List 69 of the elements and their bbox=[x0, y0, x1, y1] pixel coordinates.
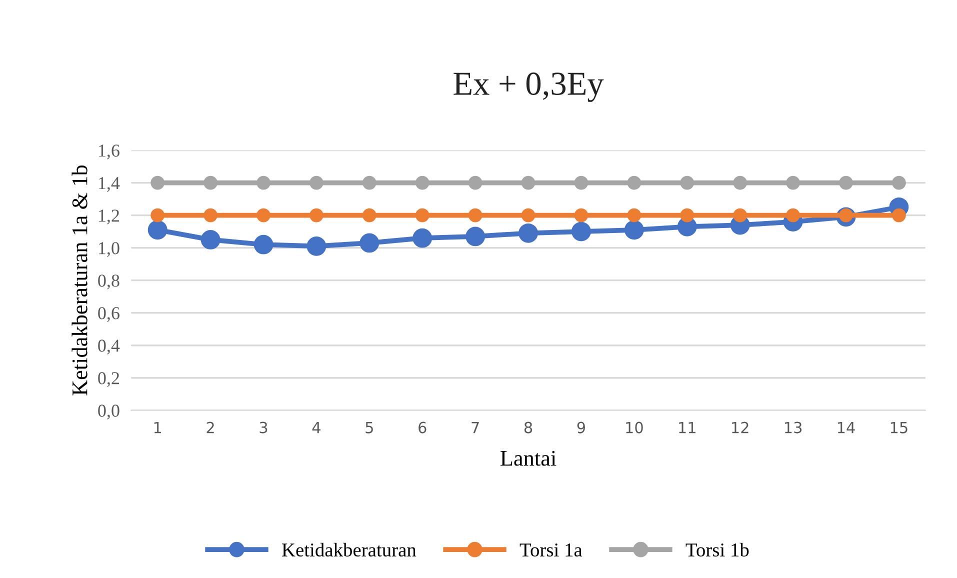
point bbox=[892, 176, 906, 190]
point bbox=[150, 176, 165, 190]
x-tick-label: 1 bbox=[154, 422, 162, 434]
point bbox=[521, 208, 536, 222]
point bbox=[680, 176, 694, 190]
point bbox=[574, 176, 588, 190]
point bbox=[786, 208, 800, 222]
point bbox=[415, 176, 430, 190]
point bbox=[150, 208, 165, 222]
x-tick-label: 10 bbox=[626, 422, 643, 434]
point bbox=[468, 208, 482, 222]
point bbox=[733, 176, 748, 190]
point bbox=[310, 208, 324, 222]
point bbox=[204, 208, 218, 222]
point bbox=[574, 208, 588, 222]
point bbox=[256, 208, 270, 222]
y-tick-label: 0,2 bbox=[98, 372, 119, 387]
legend-label: Torsi 1a bbox=[520, 543, 582, 557]
point bbox=[518, 223, 538, 243]
point bbox=[310, 176, 324, 190]
point bbox=[200, 230, 220, 250]
x-tick-label: 9 bbox=[577, 422, 586, 434]
point bbox=[204, 176, 218, 190]
point bbox=[786, 176, 800, 190]
y-tick-label: 1,4 bbox=[99, 177, 120, 192]
point bbox=[627, 208, 642, 222]
x-tick-label: 3 bbox=[260, 422, 268, 434]
x-tick-label: 2 bbox=[206, 422, 214, 434]
y-tick-label: 0,8 bbox=[98, 274, 120, 290]
point bbox=[256, 176, 270, 190]
x-tick-label: 5 bbox=[366, 422, 373, 434]
x-tick-label: 15 bbox=[890, 422, 908, 434]
y-tick-label: 1,2 bbox=[99, 210, 119, 224]
point bbox=[892, 208, 906, 222]
chart-title: Ex + 0,3Ey bbox=[454, 72, 604, 102]
y-tick-label: 0,6 bbox=[98, 307, 120, 322]
x-tick-label: 8 bbox=[524, 422, 532, 434]
x-tick-label: 14 bbox=[838, 422, 855, 434]
x-tick-label: 7 bbox=[472, 422, 479, 434]
x-tick-label: 4 bbox=[312, 422, 320, 434]
point bbox=[466, 226, 486, 246]
point bbox=[306, 236, 326, 256]
y-axis-title: Ketidakberaturan 1a & 1b bbox=[72, 165, 88, 396]
x-tick-label: 6 bbox=[418, 422, 426, 434]
point bbox=[412, 228, 432, 248]
point bbox=[362, 208, 376, 222]
point bbox=[415, 208, 430, 222]
x-tick-label: 12 bbox=[732, 422, 748, 434]
point bbox=[733, 208, 748, 222]
x-tick-label: 11 bbox=[679, 422, 696, 434]
legend-label: Torsi 1b bbox=[686, 542, 749, 557]
x-axis-title: Lantai bbox=[500, 450, 556, 466]
point bbox=[362, 176, 376, 190]
point bbox=[360, 233, 380, 253]
point bbox=[521, 176, 536, 190]
point bbox=[680, 208, 694, 222]
y-tick-label: 0,0 bbox=[98, 404, 120, 420]
legend-label: Ketidakberaturan bbox=[282, 542, 416, 557]
y-tick-label: 0,4 bbox=[98, 340, 120, 354]
point bbox=[839, 176, 853, 190]
point bbox=[148, 220, 168, 240]
x-tick-label: 13 bbox=[784, 422, 802, 434]
point bbox=[571, 222, 591, 242]
y-tick-label: 1,6 bbox=[99, 144, 120, 160]
point bbox=[624, 220, 644, 240]
point bbox=[254, 234, 274, 254]
point bbox=[627, 176, 642, 190]
point bbox=[468, 176, 482, 190]
y-tick-label: 1,0 bbox=[99, 242, 120, 257]
